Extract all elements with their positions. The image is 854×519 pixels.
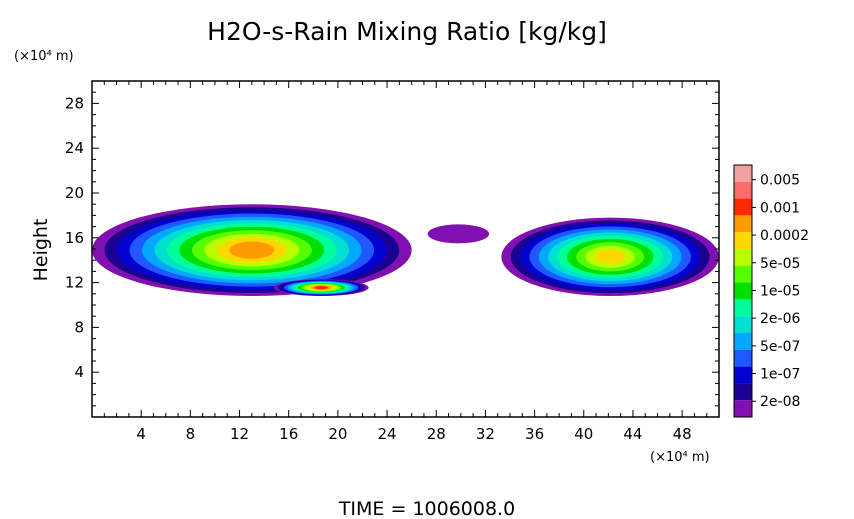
x-tick-label: 24 — [378, 425, 397, 443]
colorbar-swatch — [734, 232, 752, 249]
x-tick-label: 4 — [136, 425, 146, 443]
chart-title: H2O-s-Rain Mixing Ratio [kg/kg] — [207, 17, 607, 46]
y-axis: 4 8 12 16 20 24 28 — [65, 91, 719, 407]
colorbar-swatch — [734, 282, 752, 300]
colorbar-swatch — [734, 316, 752, 333]
field-contour — [229, 241, 275, 259]
x-tick-label: 44 — [623, 425, 642, 443]
y-tick-label: 24 — [65, 139, 84, 157]
y-unit-label: (×10⁴ m) — [14, 49, 74, 64]
y-tick-label: 12 — [65, 274, 84, 292]
colorbar-level-label: 1e-07 — [760, 367, 800, 383]
x-tick-label: 36 — [525, 425, 544, 443]
field-contour — [594, 249, 626, 265]
colorbar-swatch — [734, 265, 752, 283]
x-tick-label: 8 — [186, 425, 196, 443]
colorbar-level-label: 5e-07 — [760, 339, 800, 355]
x-tick-label: 16 — [279, 425, 298, 443]
colorbar: 0.005 0.001 0.0002 5e-05 1e-05 2e-06 5e-07 1e-0… — [733, 164, 809, 418]
colorbar-level-label: 2e-08 — [760, 394, 800, 410]
y-tick-label: 20 — [65, 184, 84, 202]
time-label: TIME — [338, 498, 385, 519]
y-tick-label: 4 — [74, 363, 84, 381]
time-readout: TIME = 1006008.0 — [338, 498, 515, 519]
y-tick-label: 16 — [65, 229, 84, 247]
x-tick-label: 32 — [476, 425, 495, 443]
colorbar-swatch — [734, 181, 752, 199]
field-region — [273, 279, 369, 297]
colorbar-swatch — [734, 383, 752, 401]
colorbar-swatch — [734, 349, 752, 367]
x-tick-label: 28 — [427, 425, 446, 443]
x-unit-label: (×10⁴ m) — [650, 450, 710, 465]
y-tick-label: 28 — [65, 94, 84, 112]
colorbar-level-label: 1e-05 — [760, 283, 800, 299]
field-region — [501, 217, 719, 297]
colorbar-swatch — [734, 249, 752, 266]
plot-area — [92, 204, 719, 297]
colorbar-swatch — [734, 366, 752, 384]
colorbar-level-label: 5e-05 — [760, 256, 800, 272]
colorbar-level-label: 0.0002 — [760, 228, 809, 244]
colorbar-swatch — [734, 165, 752, 182]
colorbar-swatch — [734, 333, 752, 350]
colorbar-swatch — [734, 215, 752, 233]
colorbar-level-label: 2e-06 — [760, 311, 800, 327]
x-tick-label: 40 — [574, 425, 593, 443]
field-contour — [314, 286, 328, 290]
x-tick-label: 48 — [673, 425, 692, 443]
y-axis-label: Height — [30, 219, 52, 282]
time-value: 1006008.0 — [412, 498, 515, 519]
x-tick-label: 20 — [328, 425, 347, 443]
colorbar-swatch — [734, 400, 752, 417]
x-tick-label: 12 — [230, 425, 249, 443]
field-region — [427, 224, 490, 244]
colorbar-swatch — [734, 198, 752, 216]
field-region — [92, 204, 412, 297]
x-axis: 4 8 12 16 20 24 28 32 36 40 44 48 — [103, 81, 708, 443]
colorbar-level-label: 0.001 — [760, 200, 800, 216]
colorbar-level-label: 0.005 — [760, 173, 800, 189]
field-contour — [427, 224, 490, 244]
y-tick-label: 8 — [74, 318, 84, 336]
colorbar-swatch — [734, 299, 752, 317]
